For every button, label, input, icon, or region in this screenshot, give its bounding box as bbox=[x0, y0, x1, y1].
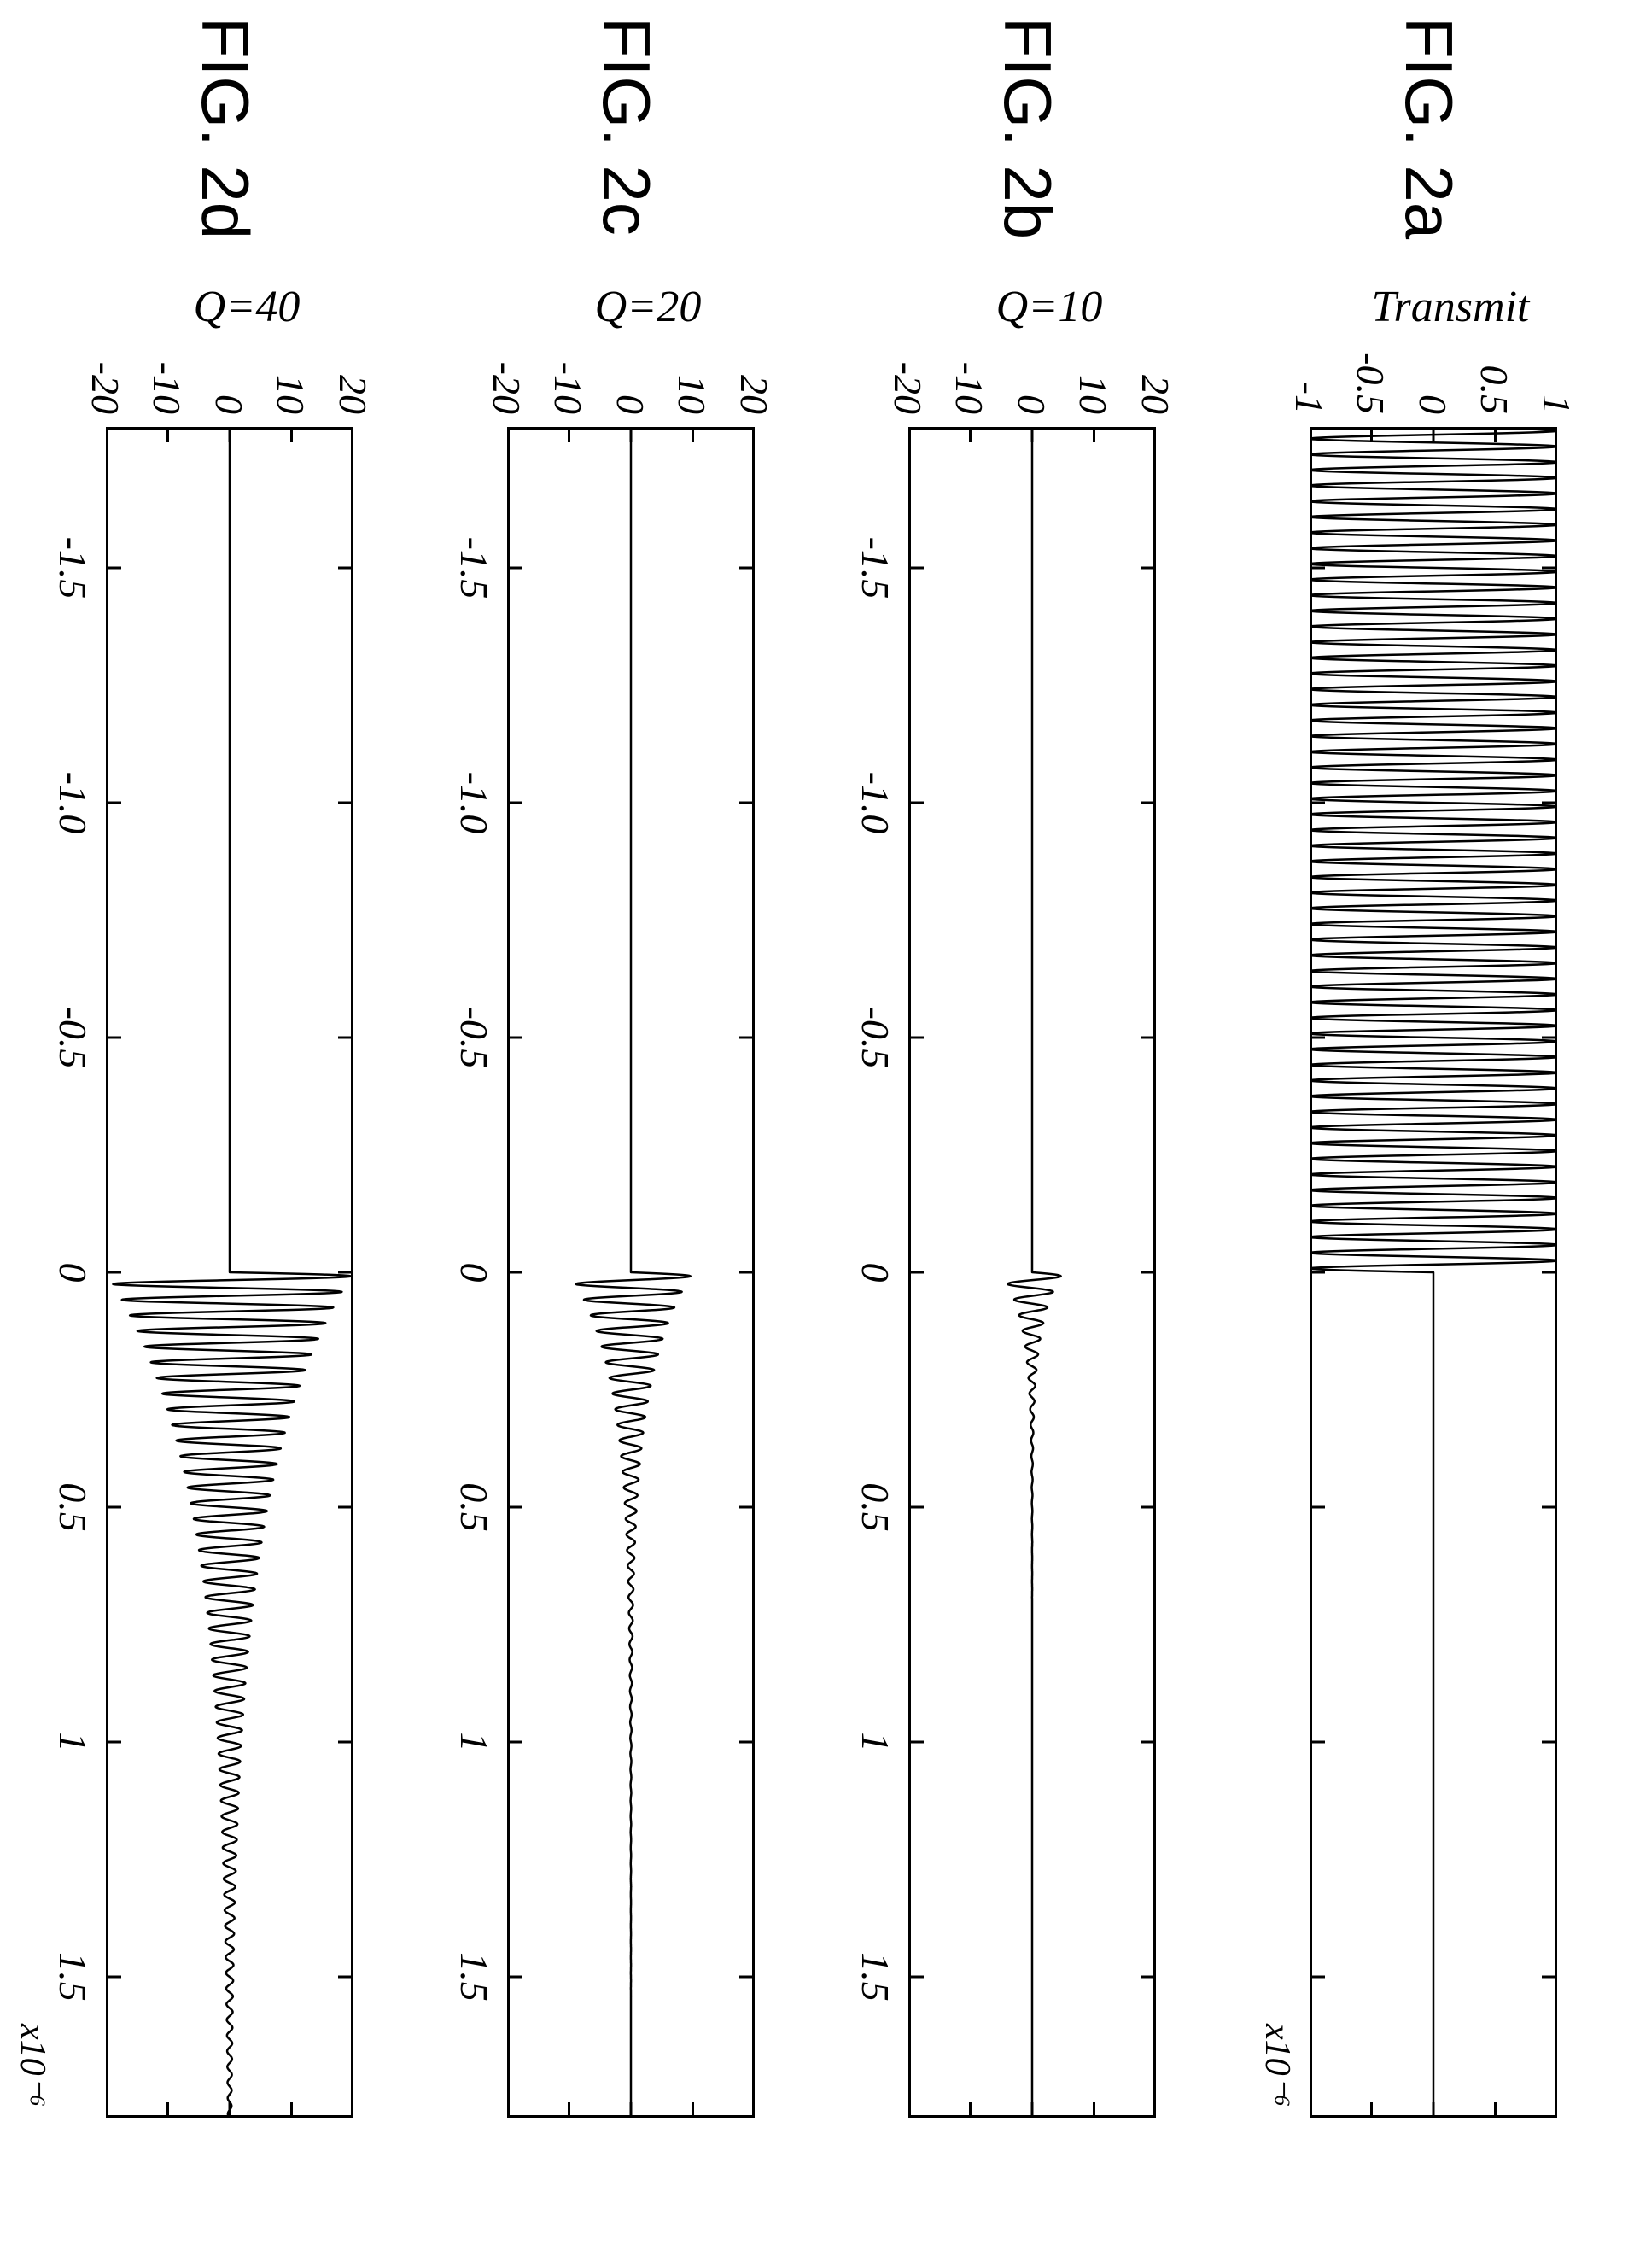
x-axis-exponent: x10⁻⁶ bbox=[12, 2024, 55, 2107]
ytick-label: -20 bbox=[83, 316, 128, 414]
ytick-label: -20 bbox=[885, 316, 931, 414]
ytick-label: 20 bbox=[1133, 316, 1178, 414]
ytick-label: 0 bbox=[608, 316, 653, 414]
figure-label: FIG. 2a bbox=[1390, 17, 1468, 290]
figure-label: FIG. 2b bbox=[989, 17, 1066, 290]
xtick-label: 0 bbox=[853, 1230, 898, 1315]
xtick-label: -0.5 bbox=[452, 986, 497, 1089]
signal-trace bbox=[576, 427, 691, 2118]
xtick-label: -1.0 bbox=[452, 751, 497, 854]
x-axis-exponent: x10⁻⁶ bbox=[1257, 2024, 1299, 2107]
ytick-label: 10 bbox=[1071, 316, 1117, 414]
xtick-label: 1.5 bbox=[452, 1934, 497, 2020]
xtick-label: -1.0 bbox=[853, 751, 898, 854]
panel-b: FIG. 2bQ=10-20-1001020-1.5-1.0-0.500.511… bbox=[789, 0, 1156, 2268]
ytick-label: -10 bbox=[546, 316, 592, 414]
signal-trace bbox=[1007, 427, 1060, 2118]
xtick-label: -1.5 bbox=[452, 517, 497, 619]
xtick-label: 1.5 bbox=[853, 1934, 898, 2020]
ytick-label: -20 bbox=[484, 316, 529, 414]
ytick-label: 20 bbox=[732, 316, 777, 414]
xtick-label: 0.5 bbox=[50, 1464, 96, 1550]
ytick-label: -10 bbox=[145, 316, 190, 414]
ytick-label: 0 bbox=[1009, 316, 1054, 414]
xtick-label: 1 bbox=[50, 1699, 96, 1785]
plot-svg bbox=[507, 427, 755, 2118]
figure-label: FIG. 2c bbox=[587, 17, 665, 290]
panel-d: FIG. 2dQ=40-20-1001020-1.5-1.0-0.500.511… bbox=[0, 0, 353, 2268]
ytick-label: -0.5 bbox=[1349, 316, 1394, 414]
xtick-label: 1 bbox=[452, 1699, 497, 1785]
xtick-label: -0.5 bbox=[853, 986, 898, 1089]
xtick-label: 0.5 bbox=[452, 1464, 497, 1550]
ytick-label: 0.5 bbox=[1473, 316, 1518, 414]
ytick-label: 1 bbox=[1534, 316, 1579, 414]
ytick-label: -10 bbox=[948, 316, 993, 414]
figure-label: FIG. 2d bbox=[186, 17, 264, 290]
xtick-label: 1.5 bbox=[50, 1934, 96, 2020]
plot-svg bbox=[1310, 427, 1557, 2118]
xtick-label: -1.5 bbox=[50, 517, 96, 619]
plot-svg bbox=[908, 427, 1156, 2118]
ytick-label: 20 bbox=[330, 316, 376, 414]
ytick-label: 10 bbox=[269, 316, 314, 414]
panel-a: FIG. 2aTransmit-1-0.500.51x10⁻⁶ bbox=[1190, 0, 1557, 2268]
ytick-label: -1 bbox=[1287, 316, 1332, 414]
signal-trace bbox=[114, 427, 352, 2118]
xtick-label: 0 bbox=[50, 1230, 96, 1315]
ytick-label: 0 bbox=[1410, 316, 1456, 414]
xtick-label: 0.5 bbox=[853, 1464, 898, 1550]
plot-svg bbox=[106, 427, 353, 2118]
xtick-label: 1 bbox=[853, 1699, 898, 1785]
figure-canvas: FIG. 2aTransmit-1-0.500.51x10⁻⁶FIG. 2bQ=… bbox=[0, 0, 1634, 2268]
signal-trace bbox=[1310, 427, 1557, 2118]
ytick-label: 0 bbox=[207, 316, 252, 414]
xtick-label: 0 bbox=[452, 1230, 497, 1315]
ytick-label: 10 bbox=[670, 316, 715, 414]
panel-c: FIG. 2cQ=20-20-1001020-1.5-1.0-0.500.511… bbox=[388, 0, 755, 2268]
xtick-label: -0.5 bbox=[50, 986, 96, 1089]
xtick-label: -1.0 bbox=[50, 751, 96, 854]
xtick-label: -1.5 bbox=[853, 517, 898, 619]
